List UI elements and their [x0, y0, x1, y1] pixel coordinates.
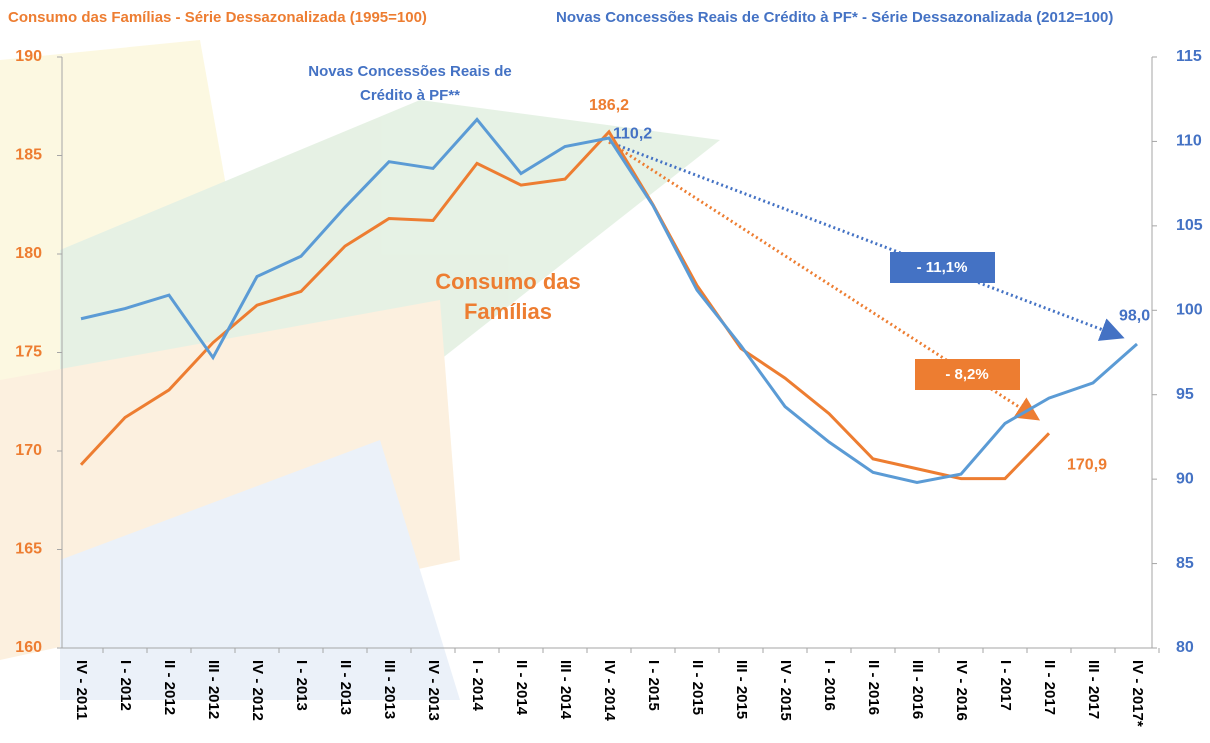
annotation-box — [890, 252, 995, 283]
x-tick-label: II - 2014 — [513, 660, 530, 716]
x-tick-label: II - 2015 — [689, 660, 706, 715]
x-tick-label: III - 2013 — [381, 660, 398, 719]
value-label: 98,0 — [1119, 307, 1150, 324]
y2-tick-label: 80 — [1176, 639, 1194, 656]
x-tick-label: IV - 2017* — [1129, 660, 1146, 727]
annotation-box — [915, 359, 1020, 390]
y-tick-label: 170 — [15, 442, 42, 459]
x-tick-label: IV - 2015 — [777, 660, 794, 721]
x-tick-label: I - 2013 — [293, 660, 310, 711]
y2-tick-label: 90 — [1176, 470, 1194, 487]
y2-tick-label: 85 — [1176, 555, 1194, 572]
y-tick-label: 180 — [15, 245, 42, 262]
value-label: 170,9 — [1067, 456, 1107, 473]
y2-tick-label: 110 — [1176, 133, 1202, 150]
annotation: Novas Concessões Reais de — [308, 63, 511, 80]
y-tick-label: 185 — [15, 147, 42, 164]
x-tick-label: I - 2012 — [117, 660, 134, 711]
x-tick-label: III - 2015 — [733, 660, 750, 719]
y2-tick-label: 115 — [1176, 48, 1202, 65]
value-label: 186,2 — [589, 97, 629, 114]
annotation: Famílias — [464, 299, 552, 324]
y-tick-label: 160 — [15, 639, 42, 656]
x-tick-label: II - 2017 — [1041, 660, 1058, 715]
x-tick-label: I - 2015 — [645, 660, 662, 711]
x-tick-label: IV - 2012 — [249, 660, 266, 721]
x-tick-label: IV - 2014 — [601, 660, 618, 722]
x-tick-label: I - 2016 — [821, 660, 838, 711]
series-line — [80, 117, 1138, 485]
y-tick-label: 190 — [15, 48, 42, 65]
x-tick-label: III - 2012 — [205, 660, 222, 719]
annotation: Consumo das — [435, 269, 580, 294]
x-tick-label: IV - 2016 — [953, 660, 970, 721]
x-tick-label: II - 2016 — [865, 660, 882, 715]
y-tick-label: 175 — [15, 344, 42, 361]
annotation: - 8,2% — [945, 366, 988, 383]
x-tick-label: III - 2017 — [1085, 660, 1102, 719]
y2-tick-label: 95 — [1176, 386, 1194, 403]
legend-entry: Novas Concessões Reais de Crédito à PF* … — [556, 9, 1113, 26]
y-tick-label: 165 — [15, 541, 42, 558]
trend-arrow — [608, 140, 1125, 341]
value-label: 110,2 — [613, 125, 652, 142]
x-tick-label: I - 2014 — [469, 660, 486, 712]
x-tick-label: II - 2013 — [337, 660, 354, 715]
x-tick-label: III - 2014 — [557, 660, 574, 720]
x-tick-label: I - 2017 — [997, 660, 1014, 711]
legend-entry: Consumo das Famílias - Série Dessazonali… — [8, 9, 427, 26]
series-line — [79, 129, 1051, 481]
x-tick-label: IV - 2011 — [73, 660, 90, 720]
y2-tick-label: 100 — [1176, 302, 1203, 319]
annotation: Crédito à PF** — [360, 87, 460, 104]
y2-tick-label: 105 — [1176, 217, 1203, 234]
annotation: - 11,1% — [917, 259, 968, 276]
x-tick-label: IV - 2013 — [425, 660, 442, 721]
x-tick-label: II - 2012 — [161, 660, 178, 715]
x-tick-label: III - 2016 — [909, 660, 926, 719]
